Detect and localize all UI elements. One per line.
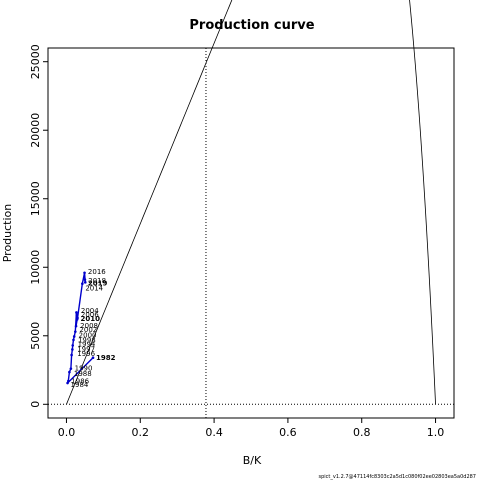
chart-title: Production curve <box>189 18 314 33</box>
point-label-2019: 2019 <box>88 280 108 288</box>
data-point-1994 <box>71 348 74 351</box>
x-tick-label-0.4: 0.4 <box>205 426 223 439</box>
x-tick-label-0.0: 0.0 <box>58 426 76 439</box>
reference-lines <box>48 48 454 418</box>
x-tick-label-0.8: 0.8 <box>353 426 371 439</box>
data-point-1992 <box>70 353 73 357</box>
data-point-1998 <box>72 338 75 342</box>
y-tick-label-10000: 10000 <box>29 250 42 285</box>
data-point-1988 <box>68 370 71 374</box>
data-point-2006 <box>75 313 79 317</box>
data-point-2002 <box>74 330 77 333</box>
x-tick-label-0.6: 0.6 <box>279 426 297 439</box>
point-label-2002: 2002 <box>79 326 97 334</box>
y-tick-label-0: 0 <box>29 401 42 408</box>
x-axis: 0.0 0.2 0.4 0.6 0.8 1.0 <box>58 417 445 439</box>
point-label-1997: 1997 <box>77 345 95 353</box>
point-label-1982: 1982 <box>96 354 116 362</box>
data-point-1990 <box>69 367 73 370</box>
point-label-1994: 1994 <box>78 341 96 349</box>
observed-series <box>66 271 95 385</box>
point-label-2000: 2000 <box>79 332 97 340</box>
data-point-2014 <box>81 282 84 286</box>
y-tick-label-20000: 20000 <box>29 113 42 148</box>
data-point-2004 <box>75 311 78 314</box>
point-label-2014: 2014 <box>85 284 103 292</box>
y-tick-label-15000: 15000 <box>29 181 42 216</box>
point-label-1984: 1984 <box>71 381 89 389</box>
point-label-2010: 2010 <box>81 315 101 323</box>
point-label-1988: 1988 <box>74 370 92 378</box>
data-point-1984 <box>66 381 69 385</box>
data-point-2000 <box>72 335 76 338</box>
point-label-2006: 2006 <box>81 311 99 319</box>
y-tick-label-25000: 25000 <box>29 44 42 79</box>
plot-frame <box>47 47 455 419</box>
point-label-2018: 2018 <box>88 277 106 285</box>
x-tick-label-0.2: 0.2 <box>132 426 150 439</box>
y-axis: 0 5000 10000 15000 20000 25000 <box>29 44 49 408</box>
data-point-2018 <box>83 281 87 284</box>
data-point-1996 <box>71 344 75 347</box>
x-tick-label-1.0: 1.0 <box>427 426 445 439</box>
point-label-1986: 1986 <box>71 378 89 386</box>
data-point-1986 <box>67 379 70 383</box>
point-label-2016: 2016 <box>88 268 106 276</box>
y-axis-label: Production <box>1 204 14 263</box>
data-point-2008 <box>74 324 78 328</box>
data-point-2016 <box>83 271 86 275</box>
point-label-1996: 1996 <box>77 350 95 358</box>
production-curve-line <box>66 0 436 405</box>
y-tick-label-5000: 5000 <box>29 322 42 350</box>
point-label-1990: 1990 <box>75 364 93 372</box>
point-label-2004: 2004 <box>81 307 99 315</box>
x-axis-label: B/K <box>243 454 262 467</box>
data-point-2019 <box>83 278 87 281</box>
point-label-1998: 1998 <box>78 336 96 344</box>
point-label-2008: 2008 <box>80 322 98 330</box>
data-point-1982 <box>91 356 95 360</box>
data-point-2012 <box>76 316 79 320</box>
version-footnote: spict_v1.2.7@47114fc8303c2a5d1c080f02ee0… <box>319 474 477 480</box>
